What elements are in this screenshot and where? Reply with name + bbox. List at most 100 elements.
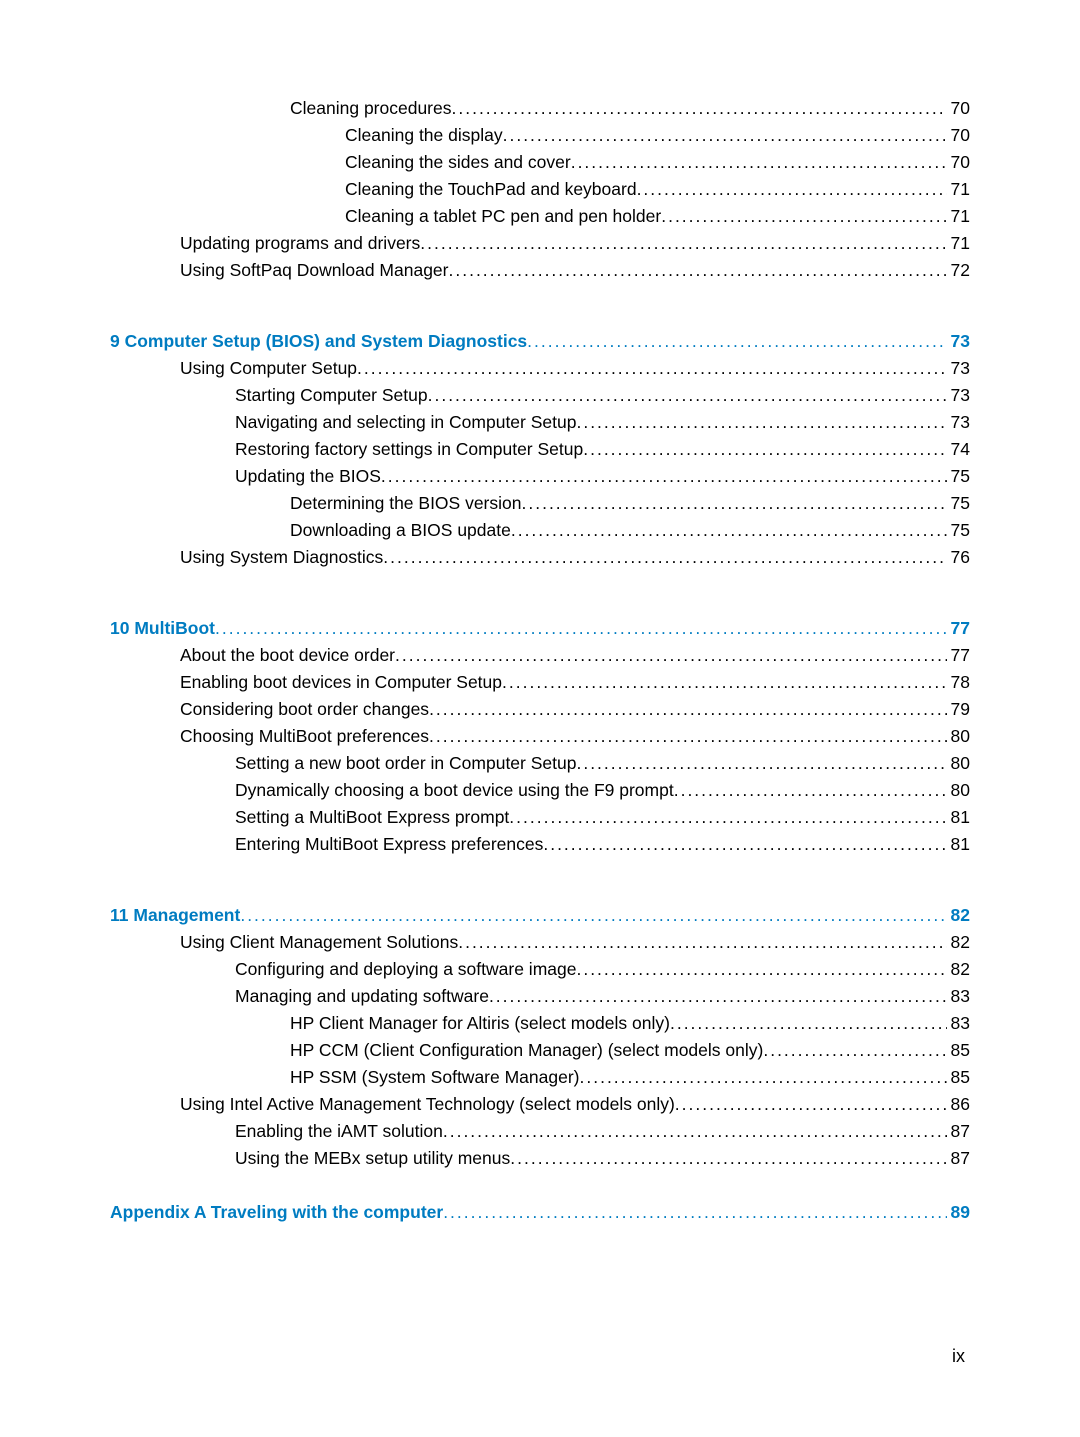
- toc-page-number: 72: [947, 262, 970, 280]
- toc-leader-dots: ........................................…: [527, 333, 946, 351]
- toc-page-number[interactable]: 73: [947, 333, 970, 351]
- toc-leader-dots: ........................................…: [429, 728, 947, 746]
- toc-label: Cleaning procedures: [290, 100, 452, 118]
- toc-leader-dots: ........................................…: [763, 1042, 946, 1060]
- toc-label: Choosing MultiBoot preferences: [180, 728, 429, 746]
- toc-label: HP CCM (Client Configuration Manager) (s…: [290, 1042, 763, 1060]
- toc-label: Using the MEBx setup utility menus: [235, 1150, 510, 1168]
- toc-label: Dynamically choosing a boot device using…: [235, 782, 674, 800]
- toc-page-number: 80: [947, 728, 970, 746]
- toc-label: Using Intel Active Management Technology…: [180, 1096, 675, 1114]
- toc-entry-row: Updating the BIOS ......................…: [110, 468, 970, 495]
- toc-leader-dots: ........................................…: [571, 154, 947, 172]
- page-number: ix: [952, 1346, 965, 1367]
- toc-page-number: 80: [947, 755, 970, 773]
- toc-leader-dots: ........................................…: [674, 782, 947, 800]
- toc-page-number: 83: [947, 1015, 970, 1033]
- toc-label: HP Client Manager for Altiris (select mo…: [290, 1015, 670, 1033]
- toc-leader-dots: ........................................…: [489, 988, 947, 1006]
- toc-entry-row: Navigating and selecting in Computer Set…: [110, 414, 970, 441]
- toc-chapter-row: 11 Management ..........................…: [110, 907, 970, 934]
- toc-page-number: 80: [947, 782, 970, 800]
- toc-label: Enabling boot devices in Computer Setup: [180, 674, 502, 692]
- toc-entry-row: Updating programs and drivers ..........…: [110, 235, 970, 262]
- toc-leader-dots: ........................................…: [449, 262, 947, 280]
- toc-leader-dots: ........................................…: [381, 468, 947, 486]
- toc-page-number: 75: [947, 495, 970, 513]
- toc-page-number: 85: [947, 1042, 970, 1060]
- toc-label[interactable]: Appendix A Traveling with the computer: [110, 1204, 443, 1222]
- toc-label: Enabling the iAMT solution: [235, 1123, 443, 1141]
- toc-entry-row: Cleaning the sides and cover ...........…: [110, 154, 970, 181]
- toc-leader-dots: ........................................…: [383, 549, 946, 567]
- toc-leader-dots: ........................................…: [357, 360, 946, 378]
- toc-label: Cleaning the sides and cover: [345, 154, 571, 172]
- toc-page-number: 77: [947, 647, 970, 665]
- toc-leader-dots: ........................................…: [509, 809, 946, 827]
- toc-leader-dots: ........................................…: [510, 1150, 946, 1168]
- toc-page-number[interactable]: 82: [947, 907, 970, 925]
- toc-chapter-row: Appendix A Traveling with the computer .…: [110, 1204, 970, 1231]
- toc-leader-dots: ........................................…: [675, 1096, 947, 1114]
- toc-page-number: 79: [947, 701, 970, 719]
- toc-leader-dots: ........................................…: [215, 620, 947, 638]
- toc-page-number: 81: [947, 809, 970, 827]
- toc-label: Downloading a BIOS update: [290, 522, 511, 540]
- toc-leader-dots: ........................................…: [511, 522, 947, 540]
- toc-page-number: 82: [947, 934, 970, 952]
- toc-page-number: 75: [947, 468, 970, 486]
- toc-label: Using SoftPaq Download Manager: [180, 262, 449, 280]
- toc-entry-row: Enabling the iAMT solution .............…: [110, 1123, 970, 1150]
- toc-page-number[interactable]: 77: [947, 620, 970, 638]
- toc-entry-row: Cleaning the display ...................…: [110, 127, 970, 154]
- toc-entry-row: Downloading a BIOS update ..............…: [110, 522, 970, 549]
- toc-gap: [110, 576, 970, 620]
- toc-page-number: 78: [947, 674, 970, 692]
- toc-chapter-row: 10 MultiBoot ...........................…: [110, 620, 970, 647]
- toc-leader-dots: ........................................…: [443, 1123, 947, 1141]
- toc-page-number: 73: [947, 360, 970, 378]
- toc-entry-row: Entering MultiBoot Express preferences .…: [110, 836, 970, 863]
- toc-label: Determining the BIOS version: [290, 495, 522, 513]
- toc-entry-row: Choosing MultiBoot preferences .........…: [110, 728, 970, 755]
- toc-entry-row: Using the MEBx setup utility menus .....…: [110, 1150, 970, 1177]
- toc-entry-row: HP Client Manager for Altiris (select mo…: [110, 1015, 970, 1042]
- toc-page-number: 87: [947, 1123, 970, 1141]
- toc-entry-row: Enabling boot devices in Computer Setup …: [110, 674, 970, 701]
- toc-leader-dots: ........................................…: [661, 208, 946, 226]
- toc-label[interactable]: 10 MultiBoot: [110, 620, 215, 638]
- toc-entry-row: Dynamically choosing a boot device using…: [110, 782, 970, 809]
- toc-leader-dots: ........................................…: [395, 647, 947, 665]
- toc-page-number: 82: [947, 961, 970, 979]
- toc-label: Cleaning the display: [345, 127, 503, 145]
- toc-label: Entering MultiBoot Express preferences: [235, 836, 543, 854]
- toc-label: Using System Diagnostics: [180, 549, 383, 567]
- toc-leader-dots: ........................................…: [576, 961, 946, 979]
- toc-label[interactable]: 11 Management: [110, 907, 240, 925]
- toc-label: Using Computer Setup: [180, 360, 357, 378]
- toc-label: Using Client Management Solutions: [180, 934, 458, 952]
- toc-page-number: 81: [947, 836, 970, 854]
- toc-leader-dots: ........................................…: [503, 127, 947, 145]
- toc-label: HP SSM (System Software Manager): [290, 1069, 580, 1087]
- toc-label: Configuring and deploying a software ima…: [235, 961, 576, 979]
- toc-page-number: 70: [947, 100, 970, 118]
- toc-gap: [110, 1177, 970, 1204]
- toc-page-number: 70: [947, 127, 970, 145]
- toc-leader-dots: ........................................…: [420, 235, 946, 253]
- toc-page-number: 74: [947, 441, 970, 459]
- toc-label: Cleaning the TouchPad and keyboard: [345, 181, 637, 199]
- toc-leader-dots: ........................................…: [452, 100, 947, 118]
- toc-leader-dots: ........................................…: [428, 387, 947, 405]
- toc-entry-row: Cleaning a tablet PC pen and pen holder …: [110, 208, 970, 235]
- toc-page-number: 71: [947, 235, 970, 253]
- toc-label: Updating programs and drivers: [180, 235, 420, 253]
- toc-leader-dots: ........................................…: [580, 1069, 947, 1087]
- toc-leader-dots: ........................................…: [583, 441, 946, 459]
- toc-gap: [110, 863, 970, 907]
- toc-page-number: 85: [947, 1069, 970, 1087]
- toc-page-number[interactable]: 89: [947, 1204, 970, 1222]
- toc-label[interactable]: 9 Computer Setup (BIOS) and System Diagn…: [110, 333, 527, 351]
- toc-entry-row: Considering boot order changes .........…: [110, 701, 970, 728]
- toc-leader-dots: ........................................…: [543, 836, 946, 854]
